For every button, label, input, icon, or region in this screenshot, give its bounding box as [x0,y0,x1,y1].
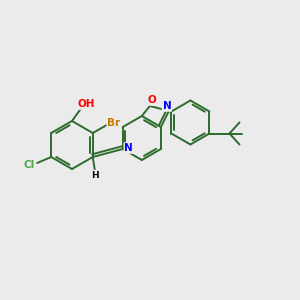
Text: H: H [91,170,99,179]
Text: OH: OH [77,99,95,109]
Text: N: N [124,143,133,153]
Text: N: N [163,101,171,111]
Text: O: O [148,95,156,105]
Text: Cl: Cl [24,160,35,170]
Text: Br: Br [107,118,120,128]
